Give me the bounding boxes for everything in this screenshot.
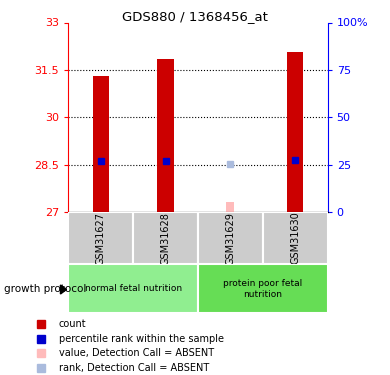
Bar (227, 202, 234, 212)
Text: rank, Detection Call = ABSENT: rank, Detection Call = ABSENT (58, 363, 209, 373)
Text: percentile rank within the sample: percentile rank within the sample (58, 334, 223, 344)
Bar (158, 59, 174, 212)
Text: GSM31630: GSM31630 (290, 212, 300, 264)
Text: count: count (58, 319, 86, 329)
Bar (198, 264, 328, 313)
Bar (198, 212, 263, 264)
Text: normal fetal nutrition: normal fetal nutrition (85, 284, 182, 293)
Bar (68, 264, 198, 313)
Bar (133, 212, 198, 264)
Polygon shape (60, 285, 67, 294)
Bar (287, 53, 303, 212)
Text: value, Detection Call = ABSENT: value, Detection Call = ABSENT (58, 348, 214, 358)
Text: GSM31628: GSM31628 (161, 211, 170, 265)
Text: GSM31627: GSM31627 (96, 211, 106, 265)
Bar (92, 76, 109, 212)
Bar (68, 212, 133, 264)
Text: protein poor fetal
nutrition: protein poor fetal nutrition (223, 279, 302, 299)
Text: GSM31629: GSM31629 (225, 211, 235, 265)
Text: GDS880 / 1368456_at: GDS880 / 1368456_at (122, 10, 268, 22)
Text: growth protocol: growth protocol (4, 285, 86, 294)
Bar (263, 212, 328, 264)
